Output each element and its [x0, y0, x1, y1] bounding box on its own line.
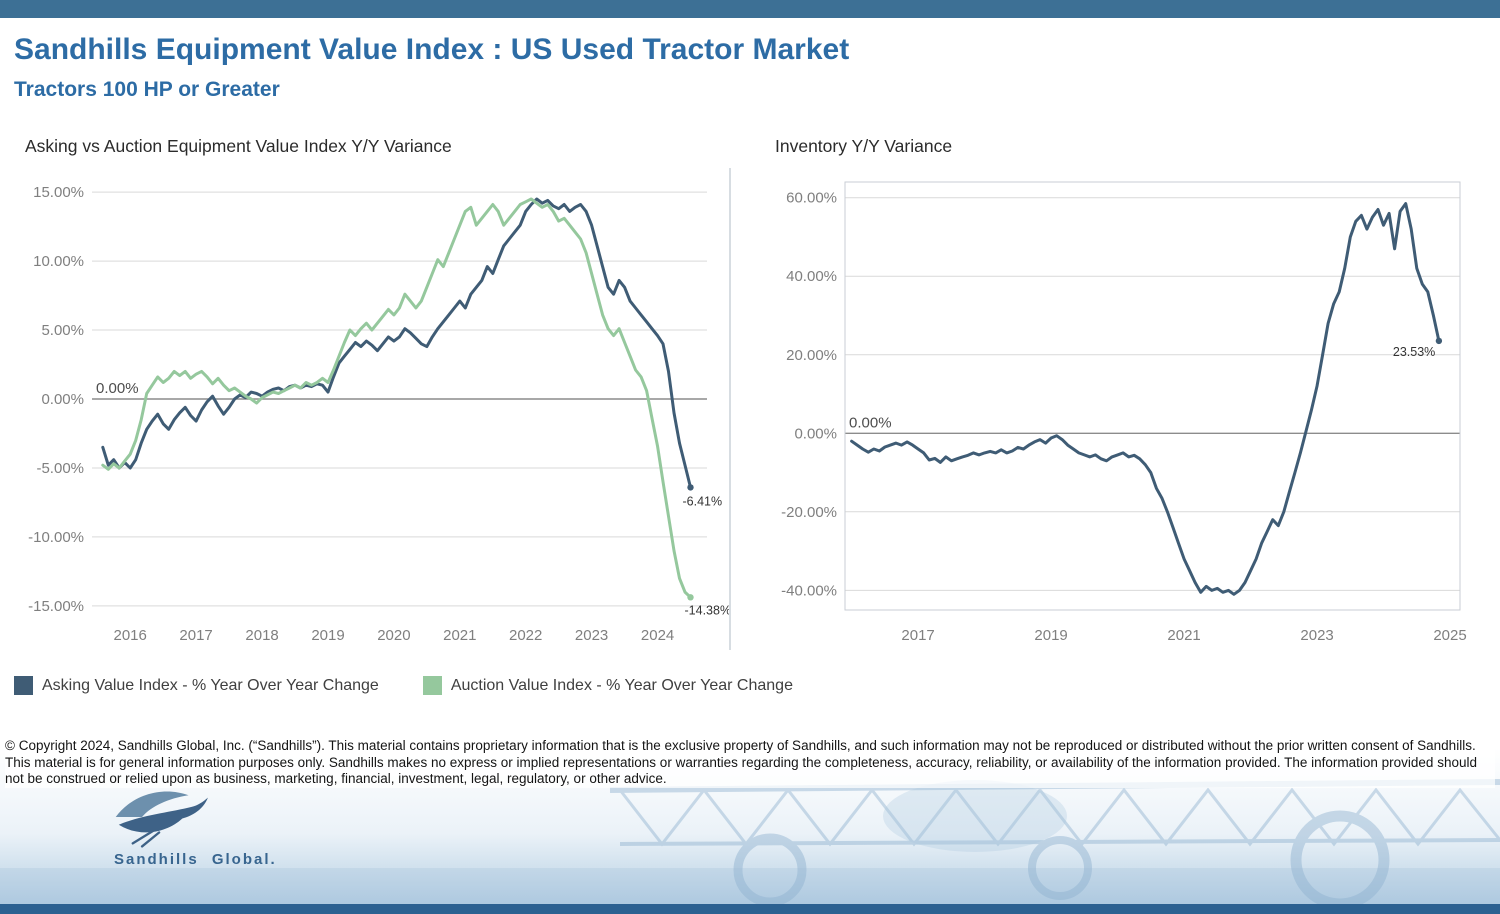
x-tick-label: 2022: [509, 627, 542, 644]
copyright-disclaimer: © Copyright 2024, Sandhills Global, Inc.…: [5, 738, 1495, 788]
legend-item-auction: Auction Value Index - % Year Over Year C…: [422, 676, 793, 695]
series-end-label: -14.38%: [685, 603, 732, 617]
logo-text: Sandhills Global.: [114, 851, 277, 868]
crane-bird-icon: [115, 791, 208, 848]
y-tick-label: 10.00%: [33, 253, 84, 270]
inventory-series-line: [850, 202, 1441, 596]
x-tick-label: 2017: [901, 627, 934, 644]
x-tick-label: 2020: [377, 627, 410, 644]
x-tick-label: 2024: [641, 627, 674, 644]
x-tick-label: 2021: [1167, 627, 1200, 644]
top-accent-bar: [0, 0, 1500, 18]
x-tick-label: 2023: [575, 627, 608, 644]
auction-legend-swatch: [422, 676, 442, 695]
y-tick-label: 5.00%: [41, 322, 84, 339]
y-tick-label: -20.00%: [781, 504, 837, 521]
charts-divider: [729, 168, 731, 650]
series-end-dot: [687, 484, 694, 491]
bottom-accent-bar: [0, 904, 1500, 914]
x-tick-label: 2023: [1300, 627, 1333, 644]
y-tick-label: -10.00%: [28, 529, 84, 546]
x-tick-label: 2017: [179, 627, 212, 644]
page-title: Sandhills Equipment Value Index : US Use…: [14, 33, 850, 66]
asking-legend-swatch: [14, 676, 33, 695]
y-tick-label: 15.00%: [33, 184, 84, 201]
series-end-dot: [1435, 337, 1443, 345]
asking-legend-label: Asking Value Index - % Year Over Year Ch…: [42, 676, 379, 694]
y-tick-label: 0.00%: [794, 425, 837, 442]
legend-item-asking: Asking Value Index - % Year Over Year Ch…: [14, 676, 379, 695]
y-tick-label: -15.00%: [28, 598, 84, 615]
asking-vs-auction-chart-plot: 15.00% 10.00% 5.00% 0.00% -5.00% -10.00% -15.0…: [28, 184, 732, 644]
series-end-label: -6.41%: [683, 494, 723, 508]
asking-value-series-line: [101, 197, 692, 489]
page-subtitle: Tractors 100 HP or Greater: [14, 78, 280, 101]
series-end-label: 23.53%: [1393, 345, 1435, 359]
series-end-dot: [687, 594, 694, 601]
x-tick-label: 2019: [311, 627, 344, 644]
right-chart-title: Inventory Y/Y Variance: [775, 136, 953, 156]
x-tick-label: 2019: [1034, 627, 1067, 644]
y-tick-label: -40.00%: [781, 582, 837, 599]
left-chart-title: Asking vs Auction Equipment Value Index …: [25, 136, 452, 156]
y-tick-label: -5.00%: [36, 460, 84, 477]
inventory-chart-plot: 60.00% 40.00% 20.00% 0.00% -20.00% -40.00% 201…: [781, 181, 1467, 644]
x-tick-label: 2025: [1433, 627, 1466, 644]
zero-line-label: 0.00%: [96, 380, 139, 397]
zero-line-label: 0.00%: [849, 414, 892, 431]
auction-value-series-line: [101, 197, 692, 599]
y-tick-label: 40.00%: [786, 268, 837, 285]
chart-legend: Asking Value Index - % Year Over Year Ch…: [14, 676, 793, 695]
y-tick-label: 0.00%: [41, 391, 84, 408]
y-tick-label: 60.00%: [786, 190, 837, 207]
x-tick-label: 2016: [114, 627, 147, 644]
y-tick-label: 20.00%: [786, 347, 837, 364]
x-tick-label: 2021: [443, 627, 476, 644]
sandhills-global-logo: Sandhills Global.: [100, 786, 300, 868]
auction-legend-label: Auction Value Index - % Year Over Year C…: [450, 676, 793, 694]
x-tick-label: 2018: [245, 627, 278, 644]
plot-border: [844, 181, 1461, 611]
